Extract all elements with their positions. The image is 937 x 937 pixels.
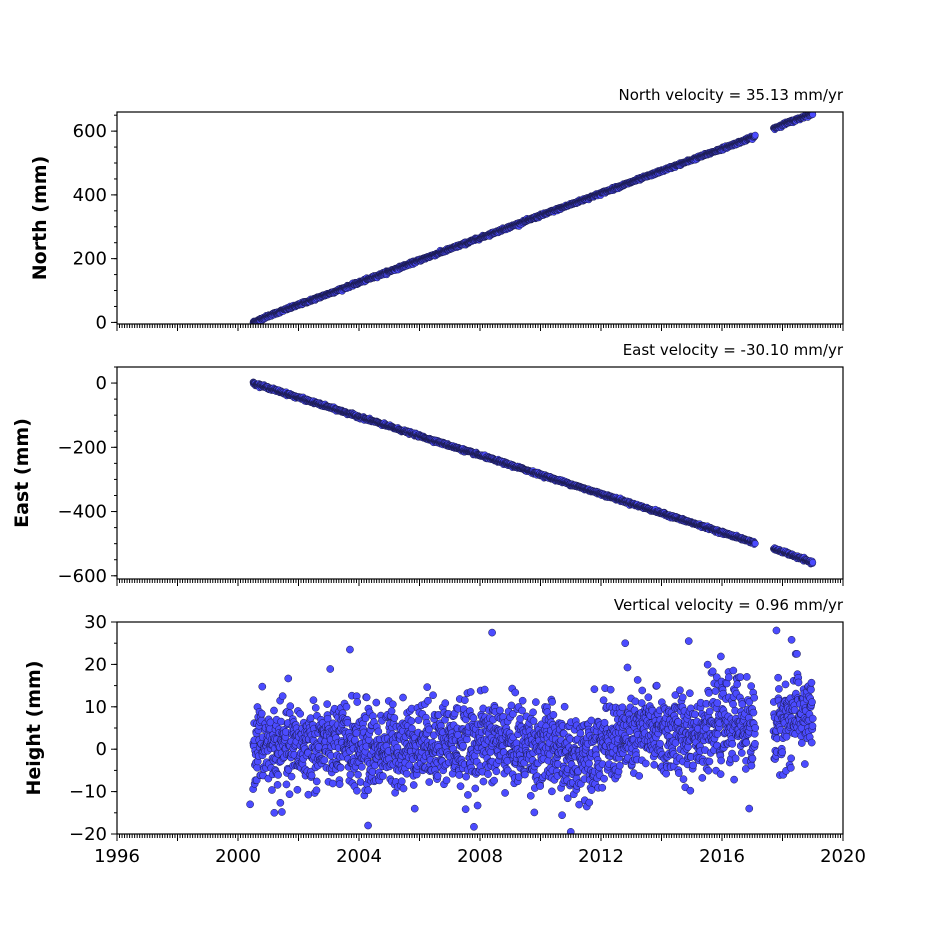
east-y-tick-label: 0: [96, 373, 107, 394]
height-points: [246, 626, 817, 834]
height-data-point: [268, 786, 276, 794]
north-y-tick-label: 600: [73, 121, 107, 142]
height-data-point: [257, 709, 266, 718]
north-y-tick-label: 400: [73, 185, 107, 206]
east-y-tick-label: −600: [58, 566, 107, 587]
north-y-ticks: 0 200 400 600: [73, 114, 117, 333]
east-points: [249, 378, 817, 568]
east-y-axis-label: East (mm): [11, 418, 33, 528]
north-y-axis-label: North (mm): [29, 156, 51, 281]
north-points: [249, 112, 817, 324]
east-y-tick-label: −200: [58, 437, 107, 458]
east-y-ticks: 0 −200 −400 −600: [58, 366, 117, 587]
east-velocity-label: East velocity = -30.10 mm/yr: [623, 341, 844, 359]
north-velocity-label: North velocity = 35.13 mm/yr: [619, 86, 844, 104]
east-plot-frame: [116, 366, 844, 580]
height-data-point: [258, 682, 267, 691]
east-x-ticks: [116, 579, 844, 586]
north-y-tick-label: 200: [73, 249, 107, 270]
east-data-point: [751, 540, 759, 547]
east-data-point: [809, 558, 817, 566]
east-y-tick-label: −400: [58, 502, 107, 523]
east-panel: 0 −200 −400 −600 East velocity = -30.10 mm/…: [11, 341, 844, 587]
north-data-point: [751, 131, 759, 139]
north-y-tick-label: 0: [96, 312, 107, 333]
north-x-ticks: [116, 324, 844, 331]
